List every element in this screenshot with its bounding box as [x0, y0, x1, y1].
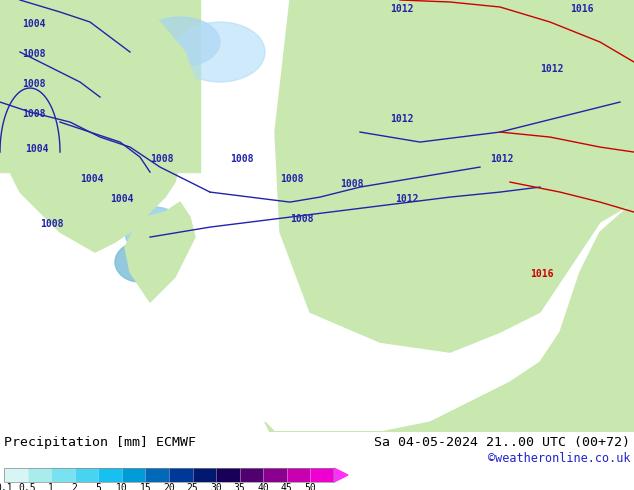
Ellipse shape — [485, 108, 495, 116]
Ellipse shape — [380, 149, 390, 154]
Ellipse shape — [320, 247, 380, 297]
Polygon shape — [275, 0, 634, 352]
Bar — [4, 468, 334, 482]
Text: 1008: 1008 — [22, 79, 46, 89]
Bar — [145, 468, 169, 482]
Ellipse shape — [10, 52, 90, 112]
Text: 1008: 1008 — [22, 49, 46, 59]
Ellipse shape — [479, 101, 495, 113]
Ellipse shape — [405, 139, 415, 145]
Ellipse shape — [157, 247, 183, 267]
Text: Precipitation [mm] ECMWF: Precipitation [mm] ECMWF — [4, 436, 196, 449]
Text: 1: 1 — [48, 483, 54, 490]
Text: 1016: 1016 — [530, 269, 553, 279]
Text: 25: 25 — [186, 483, 198, 490]
Bar — [27, 468, 51, 482]
Ellipse shape — [389, 234, 407, 246]
Text: 1008: 1008 — [150, 154, 174, 164]
Text: 40: 40 — [257, 483, 269, 490]
Text: 1008: 1008 — [40, 219, 63, 229]
Bar — [75, 468, 98, 482]
Ellipse shape — [443, 121, 467, 133]
Text: 15: 15 — [139, 483, 152, 490]
Polygon shape — [355, 102, 435, 127]
Ellipse shape — [5, 132, 55, 172]
Ellipse shape — [364, 123, 376, 131]
Ellipse shape — [450, 87, 490, 117]
Text: 1012: 1012 — [390, 114, 413, 124]
Bar — [0, 0, 200, 172]
Bar — [311, 468, 334, 482]
Ellipse shape — [443, 110, 477, 135]
Text: 1004: 1004 — [30, 0, 53, 2]
Text: 1012: 1012 — [490, 154, 514, 164]
Bar — [51, 468, 75, 482]
Text: 30: 30 — [210, 483, 222, 490]
Ellipse shape — [445, 140, 455, 145]
Ellipse shape — [482, 128, 498, 136]
Text: 1004: 1004 — [25, 144, 48, 154]
Text: 1004: 1004 — [80, 174, 103, 184]
Bar — [98, 468, 122, 482]
Ellipse shape — [320, 132, 380, 172]
Bar — [263, 468, 287, 482]
Bar — [4, 468, 27, 482]
Text: 50: 50 — [304, 483, 316, 490]
Ellipse shape — [510, 47, 610, 117]
Text: 45: 45 — [281, 483, 293, 490]
Ellipse shape — [125, 207, 185, 257]
Ellipse shape — [157, 241, 172, 253]
Ellipse shape — [45, 107, 115, 157]
Text: 1004: 1004 — [22, 19, 46, 29]
Text: 1004: 1004 — [110, 194, 134, 204]
Ellipse shape — [75, 27, 125, 57]
Text: 1012: 1012 — [390, 4, 413, 14]
Polygon shape — [125, 202, 195, 302]
Text: 1008: 1008 — [340, 179, 363, 189]
Ellipse shape — [115, 242, 165, 282]
Bar — [169, 468, 193, 482]
Text: 0.5: 0.5 — [19, 483, 36, 490]
Bar — [122, 468, 145, 482]
Ellipse shape — [382, 134, 398, 141]
Ellipse shape — [380, 97, 460, 147]
Ellipse shape — [382, 224, 418, 249]
Ellipse shape — [426, 145, 434, 149]
Text: 1012: 1012 — [395, 194, 418, 204]
Bar — [287, 468, 311, 482]
Ellipse shape — [467, 93, 493, 111]
Text: 1008: 1008 — [280, 174, 304, 184]
Polygon shape — [334, 468, 348, 482]
Text: 5: 5 — [95, 483, 101, 490]
Text: 1008: 1008 — [22, 109, 46, 119]
Ellipse shape — [340, 202, 420, 262]
Ellipse shape — [385, 227, 455, 277]
Text: 35: 35 — [234, 483, 245, 490]
Text: 0.1: 0.1 — [0, 483, 13, 490]
Ellipse shape — [416, 155, 424, 159]
Text: 10: 10 — [116, 483, 127, 490]
Ellipse shape — [466, 135, 474, 139]
Text: 1012: 1012 — [540, 64, 564, 74]
Ellipse shape — [145, 224, 175, 249]
Polygon shape — [335, 57, 380, 112]
Ellipse shape — [550, 107, 630, 157]
Bar — [240, 468, 263, 482]
Text: ©weatheronline.co.uk: ©weatheronline.co.uk — [488, 452, 630, 465]
Ellipse shape — [50, 2, 150, 62]
Text: 20: 20 — [163, 483, 175, 490]
Polygon shape — [265, 202, 634, 432]
Ellipse shape — [140, 17, 220, 67]
Polygon shape — [0, 0, 200, 252]
Text: 1008: 1008 — [230, 154, 254, 164]
Bar — [216, 468, 240, 482]
Text: 2: 2 — [72, 483, 77, 490]
Ellipse shape — [465, 95, 485, 110]
Text: 1008: 1008 — [290, 214, 313, 224]
Bar — [193, 468, 216, 482]
Ellipse shape — [462, 106, 477, 118]
Ellipse shape — [175, 22, 265, 82]
Text: Sa 04-05-2024 21..00 UTC (00+72): Sa 04-05-2024 21..00 UTC (00+72) — [374, 436, 630, 449]
Text: 1016: 1016 — [570, 4, 593, 14]
